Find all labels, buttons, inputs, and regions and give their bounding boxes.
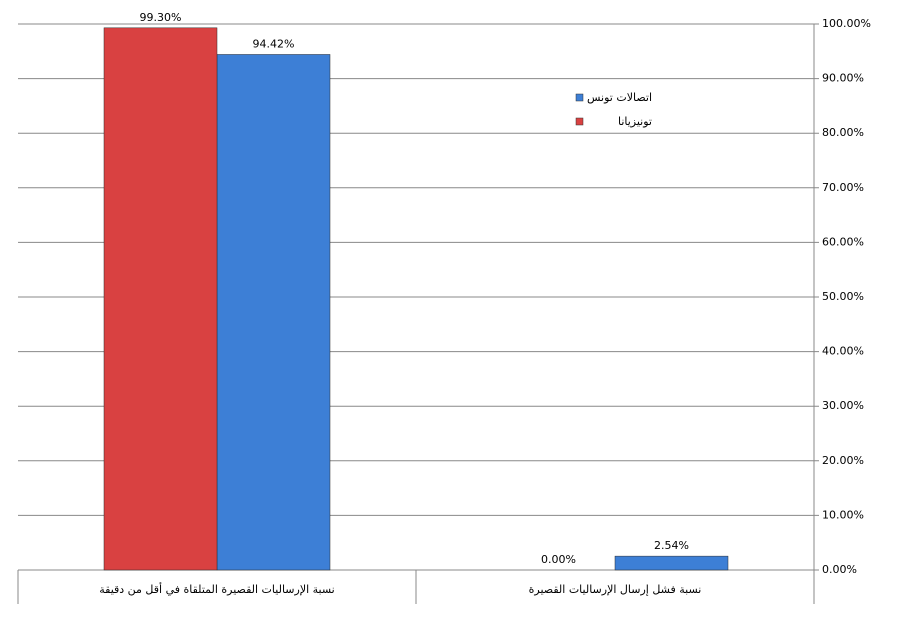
value-label: 2.54% bbox=[654, 539, 689, 552]
y-tick-label: 60.00% bbox=[822, 235, 864, 248]
legend-swatch bbox=[575, 93, 584, 102]
y-tick-label: 90.00% bbox=[822, 72, 864, 85]
legend-swatch bbox=[575, 117, 584, 126]
value-label: 99.30% bbox=[140, 11, 182, 24]
legend-label: اتصالات تونس bbox=[587, 91, 652, 104]
y-tick-label: 70.00% bbox=[822, 181, 864, 194]
bar bbox=[614, 555, 729, 571]
legend-label: تونيزيانا bbox=[618, 115, 652, 128]
value-label: 0.00% bbox=[541, 553, 576, 566]
y-tick-label: 30.00% bbox=[822, 399, 864, 412]
y-tick-label: 0.00% bbox=[822, 563, 857, 576]
y-tick-label: 20.00% bbox=[822, 454, 864, 467]
bar bbox=[216, 54, 331, 571]
y-tick-label: 80.00% bbox=[822, 126, 864, 139]
bar bbox=[103, 27, 218, 571]
x-tick-label: نسبة الإرساليات القصيرة المتلقاة في أقل … bbox=[99, 582, 335, 596]
y-tick-label: 40.00% bbox=[822, 345, 864, 358]
y-tick-label: 100.00% bbox=[822, 17, 871, 30]
x-tick-label: نسبة فشل إرسال الإرساليات القصيرة bbox=[529, 583, 702, 596]
value-label: 94.42% bbox=[253, 37, 295, 50]
y-tick-label: 10.00% bbox=[822, 508, 864, 521]
y-tick-label: 50.00% bbox=[822, 290, 864, 303]
